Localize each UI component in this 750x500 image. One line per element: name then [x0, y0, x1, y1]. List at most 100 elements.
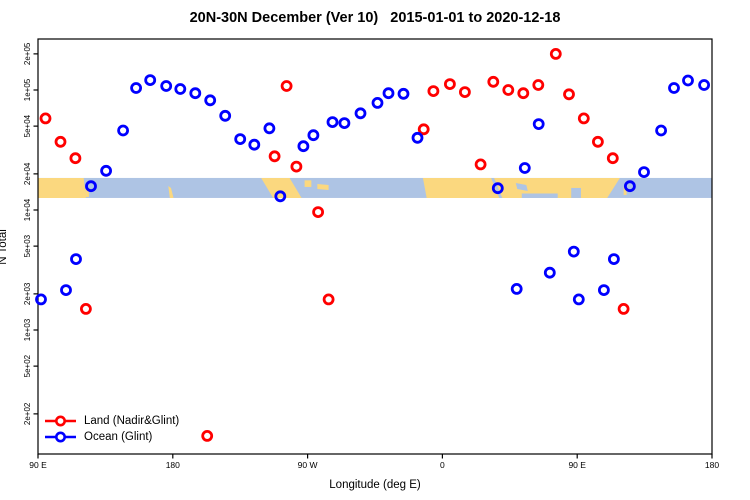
data-point-land [563, 88, 575, 101]
data-point-ocean [682, 74, 694, 87]
data-point-land [549, 48, 562, 60]
data-point-ocean [326, 116, 339, 128]
data-point-ocean [543, 266, 556, 279]
data-point-ocean [35, 293, 47, 306]
data-point-land [577, 112, 590, 125]
data-point-ocean [572, 293, 585, 306]
legend-label-land: Land (Nadir&Glint) [84, 415, 180, 427]
data-point-ocean [307, 129, 320, 142]
map-land-patch [261, 177, 302, 198]
data-point-land [201, 429, 214, 442]
data-point-ocean [638, 166, 650, 179]
data-point-ocean [248, 138, 261, 151]
data-point-ocean [655, 124, 667, 137]
data-point-land [280, 80, 293, 92]
data-point-ocean [608, 253, 620, 266]
data-point-land [592, 135, 604, 148]
y-tick-label: 2e+05 [23, 42, 32, 65]
chart-title: 20N-30N December (Ver 10) 2015-01-01 to … [189, 10, 561, 26]
map-land-patch [38, 177, 86, 198]
data-point-ocean [382, 87, 395, 100]
legend-marker-0 [54, 415, 66, 427]
data-point-ocean [354, 107, 367, 120]
data-point-ocean [100, 164, 112, 177]
x-tick-label: 90 E [568, 460, 586, 470]
data-point-land [39, 112, 52, 125]
plot-border [37, 38, 713, 455]
data-point-ocean [160, 80, 173, 92]
y-tick-label: 5e+04 [23, 114, 32, 137]
data-point-ocean [130, 82, 143, 94]
data-point-land [532, 79, 545, 91]
data-point-land [606, 152, 619, 165]
map-land-patch [168, 185, 174, 198]
map-sea-patch [515, 182, 528, 191]
data-point-ocean [60, 284, 72, 297]
data-point-ocean [174, 83, 187, 95]
y-tick-label: 1e+04 [23, 198, 32, 221]
map-land-patch [317, 183, 329, 190]
data-point-ocean [567, 245, 580, 258]
y-tick-label: 2e+04 [23, 162, 32, 185]
x-axis-title: Longitude (deg E) [329, 479, 421, 491]
data-point-ocean [698, 79, 710, 91]
data-point-land [290, 160, 303, 173]
data-point-ocean [598, 284, 610, 297]
data-point-ocean [491, 182, 504, 195]
data-point-ocean [297, 140, 310, 153]
data-point-ocean [397, 87, 410, 100]
data-point-ocean [234, 133, 247, 146]
x-tick-label: 180 [705, 460, 719, 470]
data-point-ocean [518, 162, 531, 174]
data-point-land [443, 78, 456, 90]
data-point-ocean [274, 190, 287, 203]
data-point-ocean [219, 109, 232, 122]
data-point-land [80, 302, 92, 315]
data-point-land [458, 86, 471, 98]
x-tick-label: 180 [166, 460, 180, 470]
data-point-land [417, 123, 430, 136]
data-point-ocean [371, 97, 384, 109]
x-tick-label: 90 W [298, 460, 318, 470]
data-point-land [54, 135, 67, 148]
data-point-ocean [263, 122, 276, 135]
legend-marker-1 [54, 431, 66, 443]
data-point-ocean [70, 253, 82, 266]
x-tick-label: 90 E [29, 460, 47, 470]
data-point-land [427, 85, 440, 97]
data-point-ocean [624, 180, 636, 193]
y-tick-label: 5e+02 [23, 354, 32, 377]
data-point-ocean [204, 94, 217, 107]
y-axis-title: N Total [0, 229, 9, 265]
data-point-ocean [117, 124, 129, 137]
y-tick-label: 2e+02 [23, 402, 32, 425]
data-point-ocean [144, 74, 157, 86]
map-land-patch [304, 180, 312, 187]
y-tick-label: 2e+03 [23, 282, 32, 305]
data-point-ocean [411, 131, 424, 144]
data-point-ocean [532, 118, 545, 130]
y-tick-label: 1e+03 [23, 318, 32, 341]
data-point-land [502, 84, 515, 96]
data-point-land [474, 158, 487, 171]
data-point-land [312, 206, 325, 219]
map-sea-patch [521, 193, 558, 198]
data-point-ocean [338, 117, 351, 129]
data-point-land [617, 302, 630, 315]
y-tick-label: 5e+03 [23, 234, 32, 257]
data-point-ocean [668, 82, 680, 94]
data-point-ocean [85, 180, 97, 193]
data-point-ocean [189, 87, 202, 100]
y-tick-label: 1e+05 [23, 78, 32, 101]
map-sea-patch [571, 187, 581, 198]
data-point-land [487, 75, 500, 88]
data-point-land [69, 152, 82, 165]
data-point-land [322, 293, 335, 306]
data-point-land [268, 150, 281, 163]
legend-label-ocean: Ocean (Glint) [84, 431, 153, 443]
x-tick-label: 0 [440, 460, 445, 470]
data-point-land [517, 87, 530, 100]
data-point-ocean [510, 282, 523, 295]
